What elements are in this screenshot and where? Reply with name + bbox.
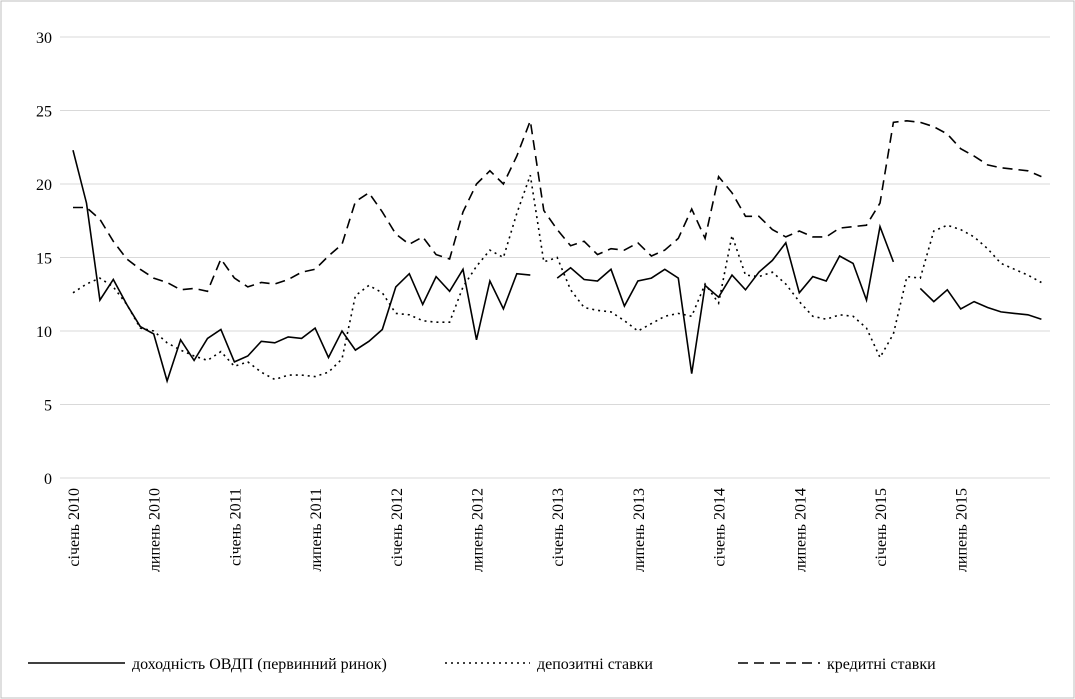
x-tick-label: липень 2013	[631, 488, 648, 572]
y-tick-label: 0	[44, 471, 52, 488]
x-tick-label: січень 2014	[712, 488, 729, 567]
y-tick-label: 10	[36, 324, 52, 341]
series-line	[73, 117, 1042, 293]
x-tick-label: липень 2011	[308, 488, 325, 571]
y-tick-label: 20	[36, 177, 52, 194]
x-tick-label: липень 2010	[147, 488, 164, 572]
y-tick-label: 5	[44, 398, 52, 415]
legend-label: доходність ОВДП (первинний ринок)	[132, 656, 387, 673]
series-line	[72, 174, 1042, 381]
series-line	[72, 150, 1042, 384]
legend-label: кредитні ставки	[827, 656, 936, 673]
x-tick-label: січень 2013	[550, 488, 567, 567]
legend-label: депозитні ставки	[537, 656, 653, 673]
x-tick-label: липень 2014	[792, 488, 809, 572]
x-tick-label: липень 2012	[470, 488, 487, 572]
y-tick-label: 25	[36, 104, 52, 121]
y-tick-label: 15	[36, 251, 52, 268]
y-tick-label: 30	[36, 30, 52, 47]
x-tick-label: січень 2015	[873, 488, 890, 567]
x-tick-label: січень 2011	[227, 488, 244, 566]
x-tick-label: липень 2015	[954, 488, 971, 572]
x-tick-label: січень 2010	[66, 488, 83, 567]
x-tick-label: січень 2012	[389, 488, 406, 567]
